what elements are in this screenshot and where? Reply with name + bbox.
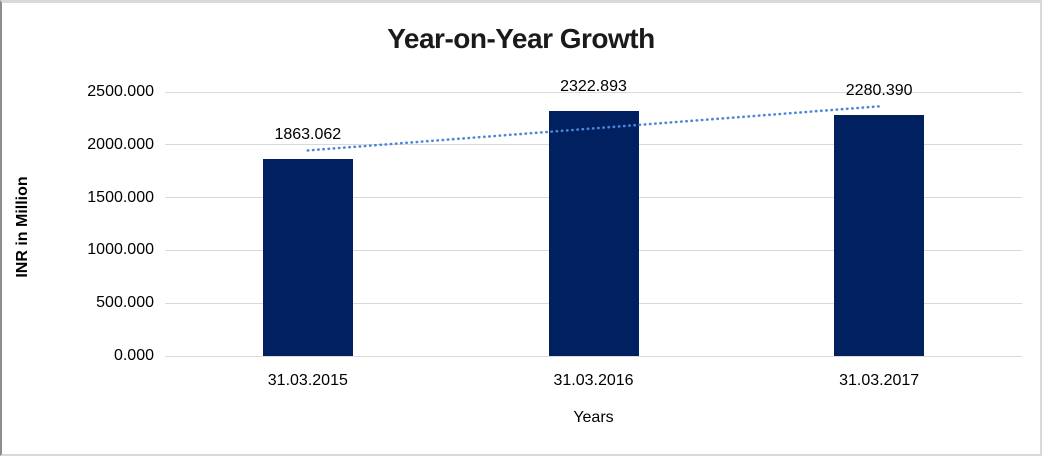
x-tick-label: 31.03.2015 <box>267 372 348 389</box>
x-tick-label: 31.03.2017 <box>839 372 920 389</box>
y-tick-label: 1500.000 <box>87 188 154 206</box>
gridline <box>165 91 1022 93</box>
bar-31.03.2016 <box>548 110 639 356</box>
x-tick-label: 31.03.2016 <box>553 372 634 389</box>
data-label: 2322.893 <box>560 77 627 95</box>
y-tick-label: 2500.000 <box>87 83 154 100</box>
y-axis-title: INR in Million <box>14 176 31 278</box>
y-tick-label: 2000.000 <box>87 135 154 153</box>
data-label: 2280.390 <box>845 82 913 100</box>
y-tick-label: 500.000 <box>96 294 154 312</box>
data-label: 1863.062 <box>274 126 342 144</box>
x-axis-title: Years <box>573 409 614 426</box>
y-tick-label: 0.000 <box>113 347 154 364</box>
bar-31.03.2015 <box>262 159 353 356</box>
y-tick-label: 1000.000 <box>87 241 154 259</box>
bar-31.03.2017 <box>834 115 925 356</box>
chart-title: Year-on-Year Growth <box>387 23 655 54</box>
gridline <box>165 355 1022 357</box>
